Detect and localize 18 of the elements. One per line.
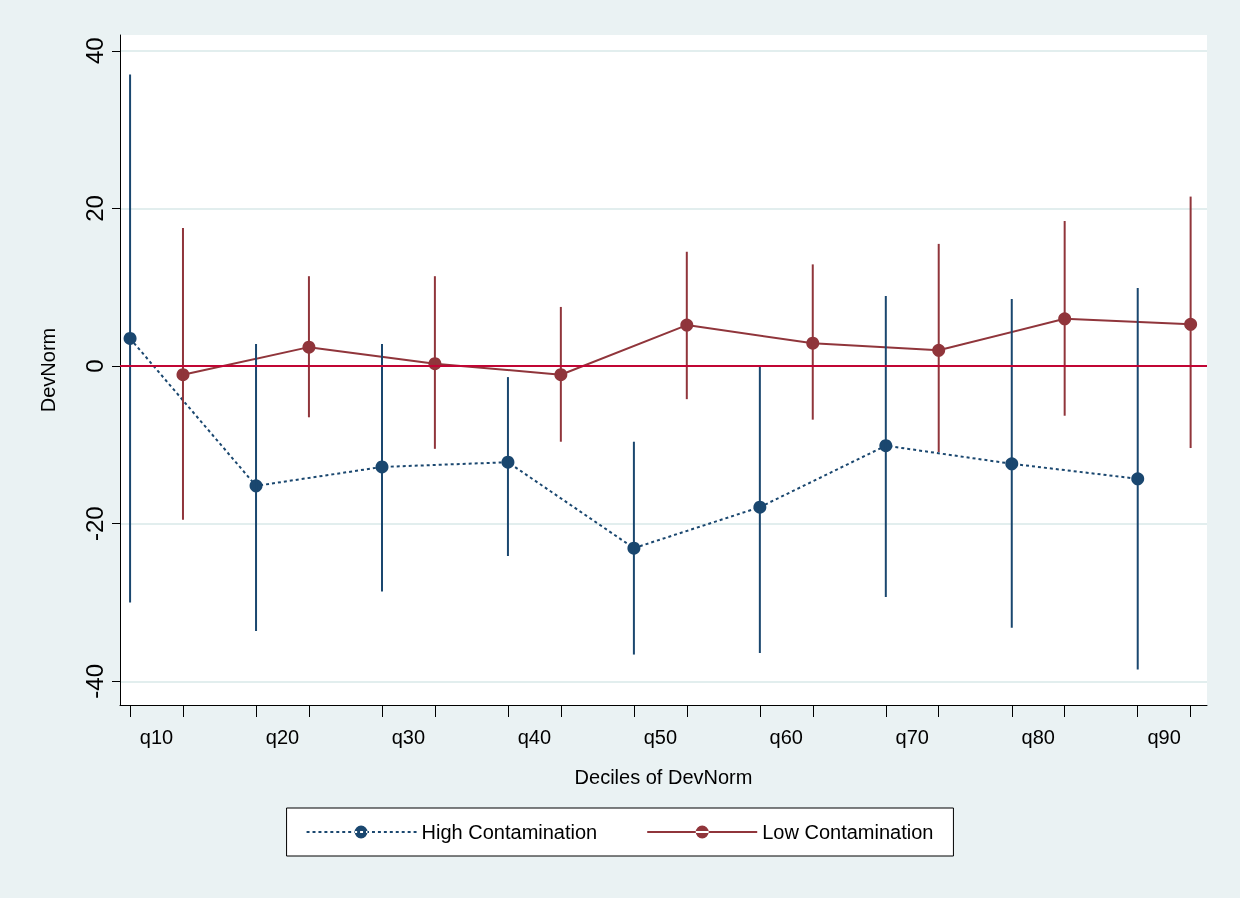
x-tick-label: q40: [517, 726, 552, 748]
x-tick-label: q60: [769, 726, 803, 748]
y-axis-title: DevNorm: [37, 327, 59, 413]
x-tick-label: q80: [1021, 726, 1055, 748]
legend-label: High Contamination: [421, 821, 598, 843]
y-tick-label: 0: [80, 359, 108, 373]
y-tick-label: 20: [80, 195, 108, 222]
x-tick-label: q30: [391, 726, 426, 748]
x-tick-label: q20: [265, 726, 300, 748]
x-tick-label: q70: [895, 726, 929, 748]
legend-label: Low Contamination: [762, 821, 934, 843]
x-tick-label: q50: [643, 726, 678, 748]
x-tick-label: q10: [139, 726, 174, 748]
y-tick-label: -20: [80, 506, 108, 542]
y-tick-label: -40: [80, 664, 108, 699]
x-tick-label: q90: [1147, 726, 1181, 748]
y-tick-label: 40: [80, 37, 108, 65]
x-axis-title: Deciles of DevNorm: [574, 766, 753, 788]
